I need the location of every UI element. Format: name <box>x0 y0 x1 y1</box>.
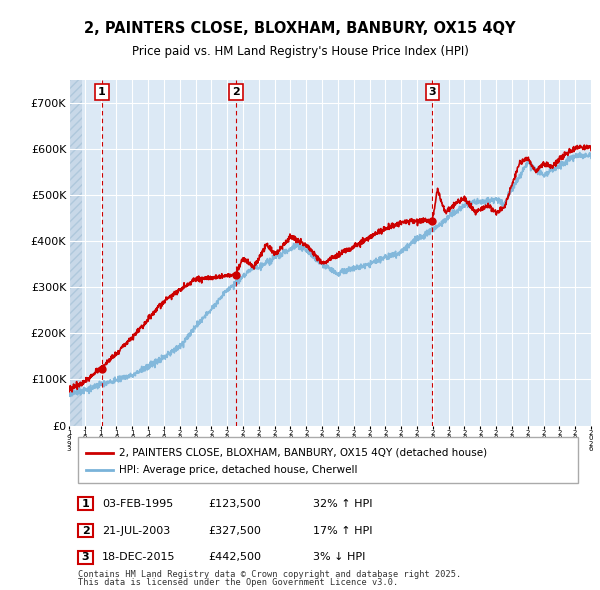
Text: This data is licensed under the Open Government Licence v3.0.: This data is licensed under the Open Gov… <box>78 578 398 587</box>
Text: 3% ↓ HPI: 3% ↓ HPI <box>313 552 365 562</box>
Bar <box>78 551 94 564</box>
Text: 21-JUL-2003: 21-JUL-2003 <box>102 526 170 536</box>
Text: 2, PAINTERS CLOSE, BLOXHAM, BANBURY, OX15 4QY: 2, PAINTERS CLOSE, BLOXHAM, BANBURY, OX1… <box>84 21 516 36</box>
Text: 3: 3 <box>82 552 89 562</box>
Text: 18-DEC-2015: 18-DEC-2015 <box>102 552 176 562</box>
Bar <box>69 80 82 425</box>
Text: 2, PAINTERS CLOSE, BLOXHAM, BANBURY, OX15 4QY (detached house): 2, PAINTERS CLOSE, BLOXHAM, BANBURY, OX1… <box>119 447 487 457</box>
Text: £327,500: £327,500 <box>208 526 261 536</box>
Text: £123,500: £123,500 <box>208 499 261 509</box>
Bar <box>78 497 94 510</box>
Text: £442,500: £442,500 <box>208 552 261 562</box>
Text: Price paid vs. HM Land Registry's House Price Index (HPI): Price paid vs. HM Land Registry's House … <box>131 45 469 58</box>
Text: 17% ↑ HPI: 17% ↑ HPI <box>313 526 372 536</box>
Text: 1: 1 <box>82 499 89 509</box>
Text: HPI: Average price, detached house, Cherwell: HPI: Average price, detached house, Cher… <box>119 465 357 475</box>
Text: 3: 3 <box>428 87 436 97</box>
Text: Contains HM Land Registry data © Crown copyright and database right 2025.: Contains HM Land Registry data © Crown c… <box>78 571 461 579</box>
Bar <box>78 437 578 483</box>
Bar <box>78 524 94 537</box>
Text: 03-FEB-1995: 03-FEB-1995 <box>102 499 173 509</box>
Text: 32% ↑ HPI: 32% ↑ HPI <box>313 499 372 509</box>
Text: 2: 2 <box>82 526 89 536</box>
Text: 2: 2 <box>232 87 240 97</box>
Text: 1: 1 <box>98 87 106 97</box>
